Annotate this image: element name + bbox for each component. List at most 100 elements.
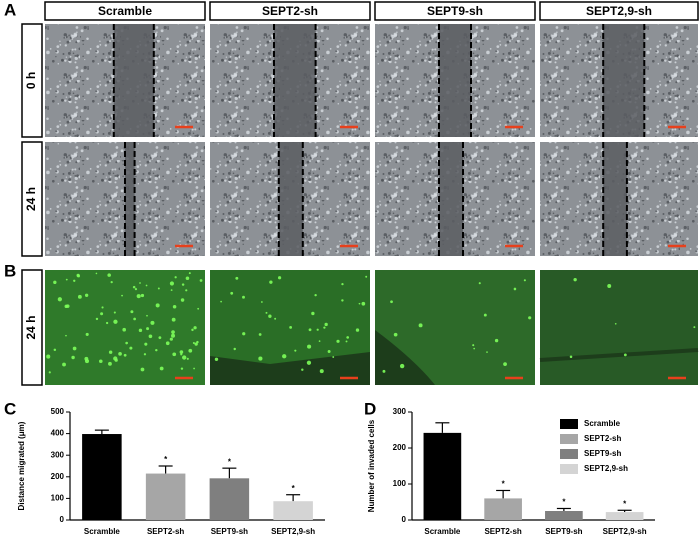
- cell: [155, 348, 158, 352]
- cell: [318, 340, 321, 343]
- x-tick-label: SEPT2-sh: [147, 527, 184, 536]
- cell: [399, 363, 405, 369]
- cell: [473, 347, 476, 350]
- membrane-fold: [539, 348, 699, 362]
- cell: [180, 367, 184, 370]
- y-tick-label: 200: [393, 443, 407, 452]
- cell: [77, 294, 82, 299]
- cell: [169, 281, 175, 286]
- cell: [65, 334, 67, 337]
- x-tick-label: SEPT2-sh: [484, 527, 521, 536]
- y-tick-label: 0: [60, 515, 65, 524]
- cell: [113, 319, 118, 324]
- cell: [486, 351, 488, 353]
- panel-label: B: [4, 261, 16, 280]
- cell: [478, 282, 481, 285]
- cell: [105, 321, 109, 325]
- wound-gap: [278, 142, 303, 256]
- cell: [513, 287, 517, 291]
- cell: [258, 333, 262, 336]
- cell: [327, 349, 331, 353]
- cell: [361, 301, 366, 306]
- cell: [73, 279, 76, 282]
- bar: [605, 512, 644, 520]
- y-axis-label: Number of invaded cells: [367, 419, 376, 512]
- cell: [199, 279, 203, 282]
- cell: [192, 341, 195, 345]
- cell: [134, 288, 138, 291]
- x-tick-label: SEPT9-sh: [545, 527, 582, 536]
- membrane-fold: [210, 352, 370, 385]
- cell: [172, 305, 177, 309]
- legend-label: SEPT9-sh: [584, 449, 621, 458]
- y-tick-label: 200: [51, 472, 65, 481]
- cell: [84, 359, 90, 364]
- cell: [269, 280, 273, 284]
- legend-label: SEPT2,9-sh: [584, 464, 628, 473]
- row-label: 0 h: [24, 72, 38, 89]
- row-label-box: [21, 269, 43, 386]
- y-tick-label: 300: [393, 407, 407, 416]
- column-header: Scramble: [98, 4, 152, 18]
- row-label: 24 h: [24, 187, 38, 211]
- cell: [133, 317, 136, 321]
- cell: [76, 273, 80, 277]
- cell: [268, 314, 272, 318]
- cell: [65, 278, 68, 281]
- cell: [185, 276, 190, 281]
- cell: [573, 277, 577, 282]
- cell: [84, 293, 89, 297]
- cell: [235, 276, 239, 280]
- cell: [185, 289, 188, 292]
- cell: [53, 348, 57, 352]
- cell: [95, 317, 99, 321]
- cell: [193, 326, 197, 330]
- significance: *: [228, 457, 232, 466]
- panel-label: C: [4, 399, 16, 418]
- significance: *: [623, 499, 627, 508]
- x-tick-label: SEPT9-sh: [211, 527, 248, 536]
- cell: [393, 332, 398, 337]
- x-tick-label: SEPT2,9-sh: [603, 527, 647, 536]
- cell: [308, 328, 312, 332]
- cell: [503, 362, 507, 367]
- legend-label: Scramble: [584, 419, 621, 428]
- cell: [181, 283, 185, 286]
- cell: [274, 317, 277, 320]
- cell: [301, 368, 304, 371]
- legend-swatch: [560, 434, 578, 444]
- x-tick-label: Scramble: [424, 527, 461, 536]
- cell: [72, 346, 77, 351]
- cell: [95, 272, 98, 275]
- bar: [145, 473, 186, 520]
- column-header: SEPT2,9-sh: [586, 4, 652, 18]
- wound-gap: [439, 24, 471, 137]
- cell: [165, 341, 170, 346]
- column-header-box: [539, 1, 699, 21]
- wound-gap: [125, 142, 135, 256]
- cell: [569, 355, 573, 359]
- cell: [220, 300, 222, 303]
- cell: [132, 285, 136, 289]
- column-header-box: [44, 1, 206, 21]
- significance: *: [292, 484, 296, 493]
- cell: [355, 328, 360, 332]
- bar: [273, 501, 313, 520]
- cell: [182, 355, 187, 360]
- cell: [528, 316, 532, 320]
- cell: [258, 356, 263, 361]
- cell: [324, 322, 328, 327]
- cell: [139, 282, 141, 284]
- cell: [472, 344, 475, 347]
- cell: [171, 330, 175, 335]
- cell: [607, 284, 612, 288]
- cell: [180, 353, 183, 356]
- significance: *: [562, 498, 566, 507]
- cell: [282, 354, 287, 359]
- cell: [138, 328, 143, 333]
- cell: [107, 273, 111, 277]
- cell: [129, 346, 133, 350]
- cell: [174, 276, 177, 279]
- cell: [523, 279, 526, 282]
- y-tick-label: 400: [51, 429, 65, 438]
